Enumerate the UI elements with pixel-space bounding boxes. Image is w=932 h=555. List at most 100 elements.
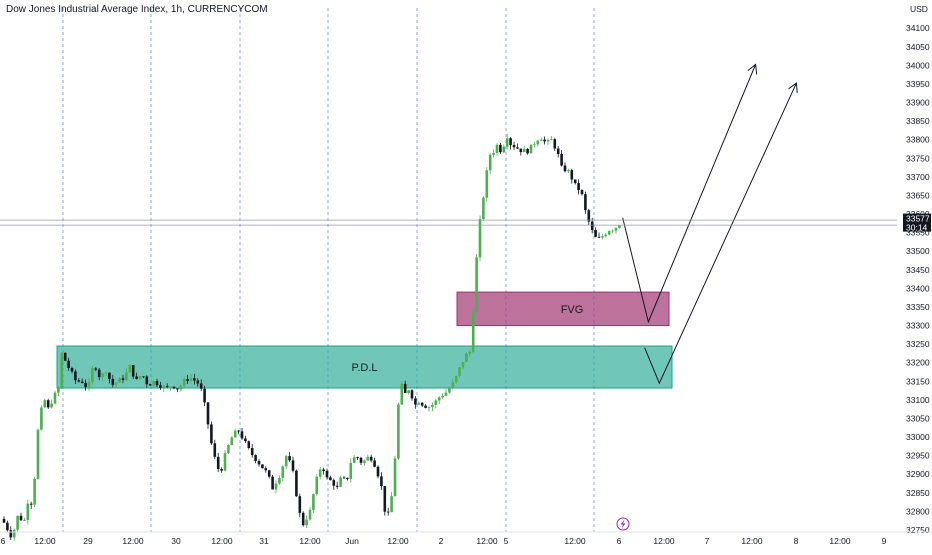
candle-107 [366, 454, 370, 461]
candle-61 [210, 421, 213, 446]
candle-46 [159, 381, 162, 390]
candle-72 [247, 440, 251, 450]
candle-51 [176, 388, 179, 393]
candle-31 [108, 372, 111, 384]
flash-icon[interactable] [616, 517, 630, 531]
x-tick-13: 12:00 [564, 536, 586, 546]
candle-108 [369, 454, 373, 463]
candle-91 [312, 493, 315, 514]
candle-167 [570, 168, 574, 184]
candle-53 [182, 376, 186, 388]
x-tick-12: 5 [504, 536, 509, 546]
candle-124 [424, 404, 427, 409]
candle-178 [607, 230, 611, 236]
y-tick-33950: 33950 [906, 79, 930, 89]
y-tick-33000: 33000 [906, 432, 930, 442]
candle-97 [332, 478, 336, 490]
candle-47 [162, 384, 166, 392]
candle-84 [288, 451, 291, 463]
candle-9 [33, 476, 36, 508]
candle-115 [393, 455, 397, 497]
candle-171 [584, 191, 587, 214]
candle-106 [363, 459, 366, 466]
candle-176 [601, 234, 604, 240]
y-tick-32800: 32800 [906, 506, 930, 516]
candle-42 [145, 375, 149, 388]
candle-134 [458, 367, 461, 378]
candle-162 [553, 137, 557, 151]
y-tick-32750: 32750 [906, 525, 930, 535]
candle-16 [57, 386, 60, 397]
candle-4 [16, 515, 19, 532]
candle-0 [2, 516, 6, 524]
candle-177 [604, 233, 608, 238]
last-price-badge [903, 213, 931, 232]
candle-161 [550, 136, 553, 141]
candle-23 [80, 378, 84, 384]
candle-159 [543, 136, 546, 145]
x-tick-5: 12:00 [211, 536, 233, 546]
candle-86 [295, 469, 298, 497]
candle-54 [186, 375, 189, 385]
y-tick-33800: 33800 [906, 135, 930, 145]
x-tick-10: 2 [439, 536, 444, 546]
candle-169 [577, 179, 580, 195]
candle-3 [12, 528, 16, 541]
candle-170 [580, 189, 584, 196]
x-tick-6: 31 [259, 536, 269, 546]
candle-34 [118, 377, 121, 383]
y-tick-32850: 32850 [906, 488, 930, 498]
candle-117 [400, 381, 404, 406]
candle-50 [172, 386, 176, 390]
candle-168 [573, 179, 577, 185]
candle-94 [322, 467, 325, 475]
y-tick-33650: 33650 [906, 190, 930, 200]
candle-179 [611, 229, 614, 234]
candle-25 [87, 377, 91, 391]
candle-38 [131, 365, 135, 379]
time-axis[interactable]: 6 12:00 29 12:00 30 12:00 31 12:00 Jun 12:00 2 12:0… [0, 531, 932, 546]
candle-102 [349, 458, 353, 483]
bar-countdown: 30:14 [906, 223, 928, 233]
candle-77 [264, 466, 268, 473]
x-tick-16: 7 [705, 536, 710, 546]
candle-79 [271, 474, 274, 490]
candle-33 [114, 382, 118, 389]
candle-69 [237, 429, 240, 435]
candle-93 [318, 467, 322, 480]
candles [2, 133, 621, 541]
price-axis[interactable]: USD 32750 32800 32850 32900 32950 33000 33050 33… [903, 4, 931, 535]
y-tick-33550: 33550 [906, 228, 930, 238]
last-price-line [0, 219, 897, 226]
candle-89 [305, 515, 308, 528]
x-tick-14: 6 [617, 536, 622, 546]
candle-128 [437, 396, 441, 404]
candle-175 [597, 232, 601, 239]
candle-104 [356, 456, 359, 460]
candle-116 [397, 402, 400, 460]
candle-137 [468, 349, 472, 357]
candle-119 [407, 389, 410, 395]
candle-68 [233, 428, 237, 438]
candle-148 [505, 133, 509, 150]
candle-63 [216, 452, 220, 473]
candle-126 [431, 402, 434, 412]
candle-75 [257, 459, 261, 467]
candle-39 [135, 372, 138, 380]
candle-45 [155, 378, 159, 388]
candle-130 [444, 388, 448, 397]
candle-163 [556, 145, 560, 158]
candle-12 [43, 398, 47, 409]
currency-label: USD [910, 4, 928, 14]
y-tick-34050: 34050 [906, 42, 930, 52]
y-tick-33300: 33300 [906, 321, 930, 331]
candle-83 [284, 455, 288, 470]
candle-90 [308, 506, 312, 521]
candle-27 [94, 366, 98, 372]
x-tick-1: 12:00 [34, 536, 56, 546]
x-tick-0: 6 [1, 536, 6, 546]
candle-150 [512, 141, 516, 151]
y-tick-33050: 33050 [906, 413, 930, 423]
